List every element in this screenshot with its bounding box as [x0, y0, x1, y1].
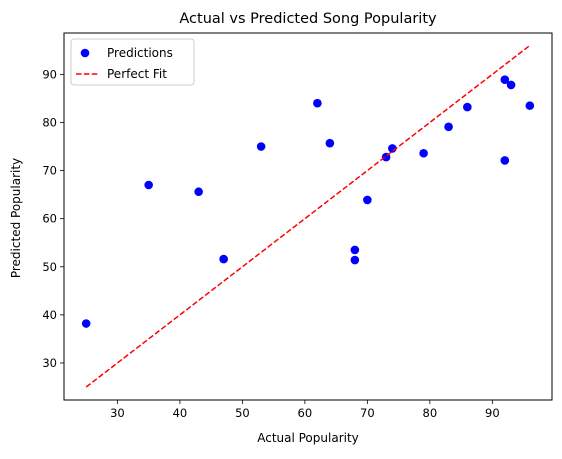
y-tick-label: 30 — [42, 356, 57, 370]
x-tick-label: 80 — [423, 406, 438, 420]
scatter-point — [194, 187, 203, 197]
scatter-point — [463, 102, 472, 112]
legend-label: Perfect Fit — [107, 67, 167, 81]
x-tick-label: 70 — [360, 406, 375, 420]
chart-title: Actual vs Predicted Song Popularity — [179, 11, 437, 27]
scatter-point — [500, 75, 510, 84]
scatter-point — [325, 138, 335, 148]
x-tick-label: 90 — [485, 406, 500, 420]
scatter-point — [350, 245, 360, 255]
y-tick-label: 50 — [42, 260, 57, 274]
perfect-fit-line — [85, 44, 531, 388]
x-tick-label: 50 — [235, 406, 250, 420]
plot-area-frame — [63, 32, 553, 401]
legend-label: Predictions — [107, 46, 173, 60]
scatter-point — [506, 80, 516, 90]
x-tick-label: 40 — [173, 406, 188, 420]
scatter-point — [419, 148, 428, 158]
y-tick-label: 60 — [42, 212, 57, 226]
scatter-point — [313, 98, 322, 108]
scatter-point — [219, 254, 228, 264]
y-axis-label: Predicted Popularity — [9, 158, 23, 278]
legend-box — [70, 38, 195, 86]
x-axis-ticks: 30 40 50 60 70 80 90 — [110, 400, 500, 420]
y-axis-ticks: 30 40 50 60 70 80 90 — [42, 67, 64, 370]
scatter-point — [500, 156, 510, 165]
scatter-point — [81, 319, 91, 328]
scatter-point — [525, 101, 535, 110]
scatter-point — [144, 180, 153, 190]
chart-legend: Predictions Perfect Fit — [70, 38, 195, 86]
y-tick-label: 80 — [42, 115, 57, 129]
x-tick-label: 60 — [298, 406, 313, 420]
plot-content — [81, 44, 535, 388]
scatter-point — [350, 255, 360, 265]
y-tick-label: 90 — [42, 67, 57, 81]
x-axis-label: Actual Popularity — [257, 431, 359, 445]
scatter-point — [444, 122, 453, 132]
legend-marker-swatch — [80, 48, 90, 58]
x-tick-label: 30 — [110, 406, 125, 420]
scatter-point — [256, 142, 266, 151]
y-tick-label: 40 — [42, 308, 57, 322]
y-tick-label: 70 — [42, 164, 57, 178]
scatter-point — [363, 195, 372, 205]
